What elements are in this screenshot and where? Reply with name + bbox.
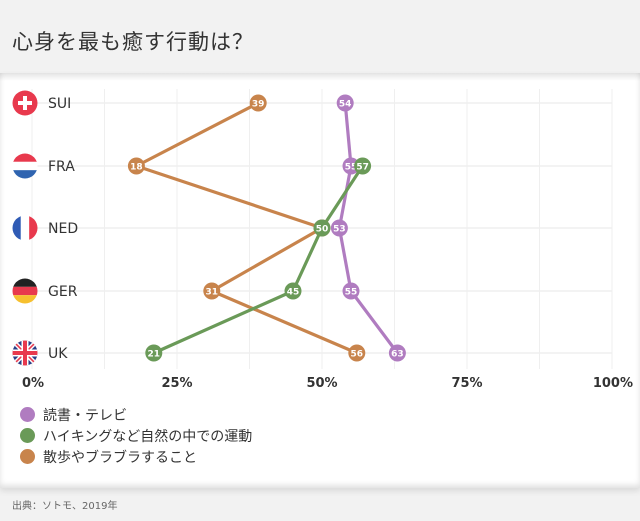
header: 心身を最も癒す行動は？ — [0, 0, 640, 73]
data-label-walking-uk: 56 — [351, 349, 364, 359]
data-label-reading-ned: 53 — [333, 224, 346, 234]
x-tick-label-1: 25% — [161, 376, 192, 391]
data-label-hiking-fra: 57 — [356, 162, 369, 172]
point-reading-sui — [336, 94, 354, 112]
point-hiking-ger — [284, 282, 302, 300]
legend-label-walking: 散歩やブラブラすること — [43, 449, 197, 466]
point-hiking-uk — [145, 344, 163, 362]
point-walking-uk — [348, 344, 366, 362]
legend-label-reading: 読書・テレビ — [43, 407, 127, 424]
data-label-reading-sui: 54 — [339, 99, 352, 109]
data-label-reading-uk: 63 — [391, 349, 404, 359]
chart: 0% 25% 50% 75% 100% SUI FRA NED GER UK 39 18 50 31 56 5… — [12, 89, 633, 391]
data-label-walking-sui: 39 — [252, 99, 265, 109]
point-hiking-ned — [313, 219, 331, 237]
source-note: 出典：ソトモ、2019年 — [12, 501, 118, 512]
x-tick-label-2: 50% — [306, 376, 337, 391]
legend-swatch-reading — [20, 407, 35, 422]
point-walking-sui — [249, 94, 267, 112]
data-label-hiking-ned: 50 — [316, 224, 329, 234]
x-tick-label-3: 75% — [451, 376, 482, 391]
point-reading-ger — [342, 282, 360, 300]
point-reading-ned — [330, 219, 348, 237]
legend: 読書・テレビ ハイキングなど自然の中での運動 散歩やブラブラすること — [20, 404, 252, 467]
page-title: 心身を最も癒す行動は？ — [12, 30, 254, 54]
germany-flag-icon — [12, 278, 38, 304]
data-label-reading-ger: 55 — [345, 287, 358, 297]
panel-shadow — [0, 73, 640, 81]
chart-panel — [0, 73, 640, 488]
data-label-reading-fra: 55 — [345, 162, 358, 172]
category-label-ger: GER — [48, 284, 78, 300]
point-walking-fra — [127, 157, 145, 175]
swiss-flag-icon — [12, 90, 38, 116]
france-flag-icon — [12, 215, 38, 241]
data-label-hiking-uk: 21 — [148, 349, 161, 359]
data-label-walking-ger: 31 — [206, 287, 219, 297]
legend-swatch-walking — [20, 449, 35, 464]
netherlands-flag-icon — [12, 153, 38, 179]
legend-item-reading: 読書・テレビ — [20, 404, 252, 425]
category-label-uk: UK — [48, 346, 68, 362]
data-label-walking-fra: 18 — [130, 162, 143, 172]
category-label-ned: NED — [48, 221, 78, 237]
data-label-hiking-ger: 45 — [287, 287, 300, 297]
legend-item-walking: 散歩やブラブラすること — [20, 446, 252, 467]
point-hiking-fra — [354, 157, 372, 175]
category-label-sui: SUI — [48, 96, 71, 112]
legend-label-hiking: ハイキングなど自然の中での運動 — [43, 428, 253, 445]
category-label-fra: FRA — [48, 159, 75, 175]
x-tick-label-4: 100% — [593, 376, 633, 391]
series-line-hiking — [152, 164, 365, 355]
uk-flag-icon — [12, 340, 38, 366]
legend-item-hiking: ハイキングなど自然の中での運動 — [20, 425, 252, 446]
x-tick-label-0: 0% — [22, 376, 44, 391]
point-reading-uk — [388, 344, 406, 362]
legend-swatch-hiking — [20, 428, 35, 443]
point-walking-ger — [203, 282, 221, 300]
